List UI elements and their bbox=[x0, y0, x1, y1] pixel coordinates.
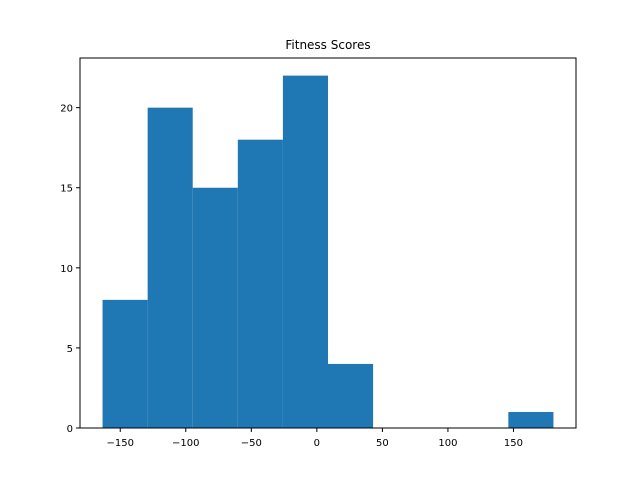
x-tick-label: 150 bbox=[504, 438, 523, 449]
histogram-bar-2 bbox=[192, 187, 238, 428]
y-tick-label: 0 bbox=[67, 424, 73, 435]
x-tick-label: −50 bbox=[241, 438, 262, 449]
histogram-bar-4 bbox=[282, 75, 328, 429]
histogram-bar-3 bbox=[237, 139, 283, 428]
x-tick-label: −100 bbox=[172, 438, 199, 449]
bars-layer bbox=[102, 75, 554, 429]
x-tick-label: −150 bbox=[107, 438, 134, 449]
y-tick-label: 20 bbox=[60, 104, 73, 115]
x-tick-label: 0 bbox=[314, 438, 320, 449]
histogram-bar-0 bbox=[102, 299, 148, 428]
plot-frame bbox=[79, 57, 577, 429]
histogram-bar-5 bbox=[328, 363, 374, 428]
chart-title: Fitness Scores bbox=[285, 38, 370, 52]
y-tick-label: 10 bbox=[60, 264, 73, 275]
y-tick-label: 5 bbox=[67, 344, 73, 355]
ticks-layer: −150 −100 −50 0 50 100 150 0 5 10 15 20 bbox=[60, 104, 523, 449]
x-tick-label: 50 bbox=[376, 438, 389, 449]
histogram-bar-1 bbox=[147, 107, 193, 429]
x-tick-label: 100 bbox=[438, 438, 457, 449]
y-tick-label: 15 bbox=[60, 184, 73, 195]
histogram-bar-9 bbox=[508, 411, 554, 428]
